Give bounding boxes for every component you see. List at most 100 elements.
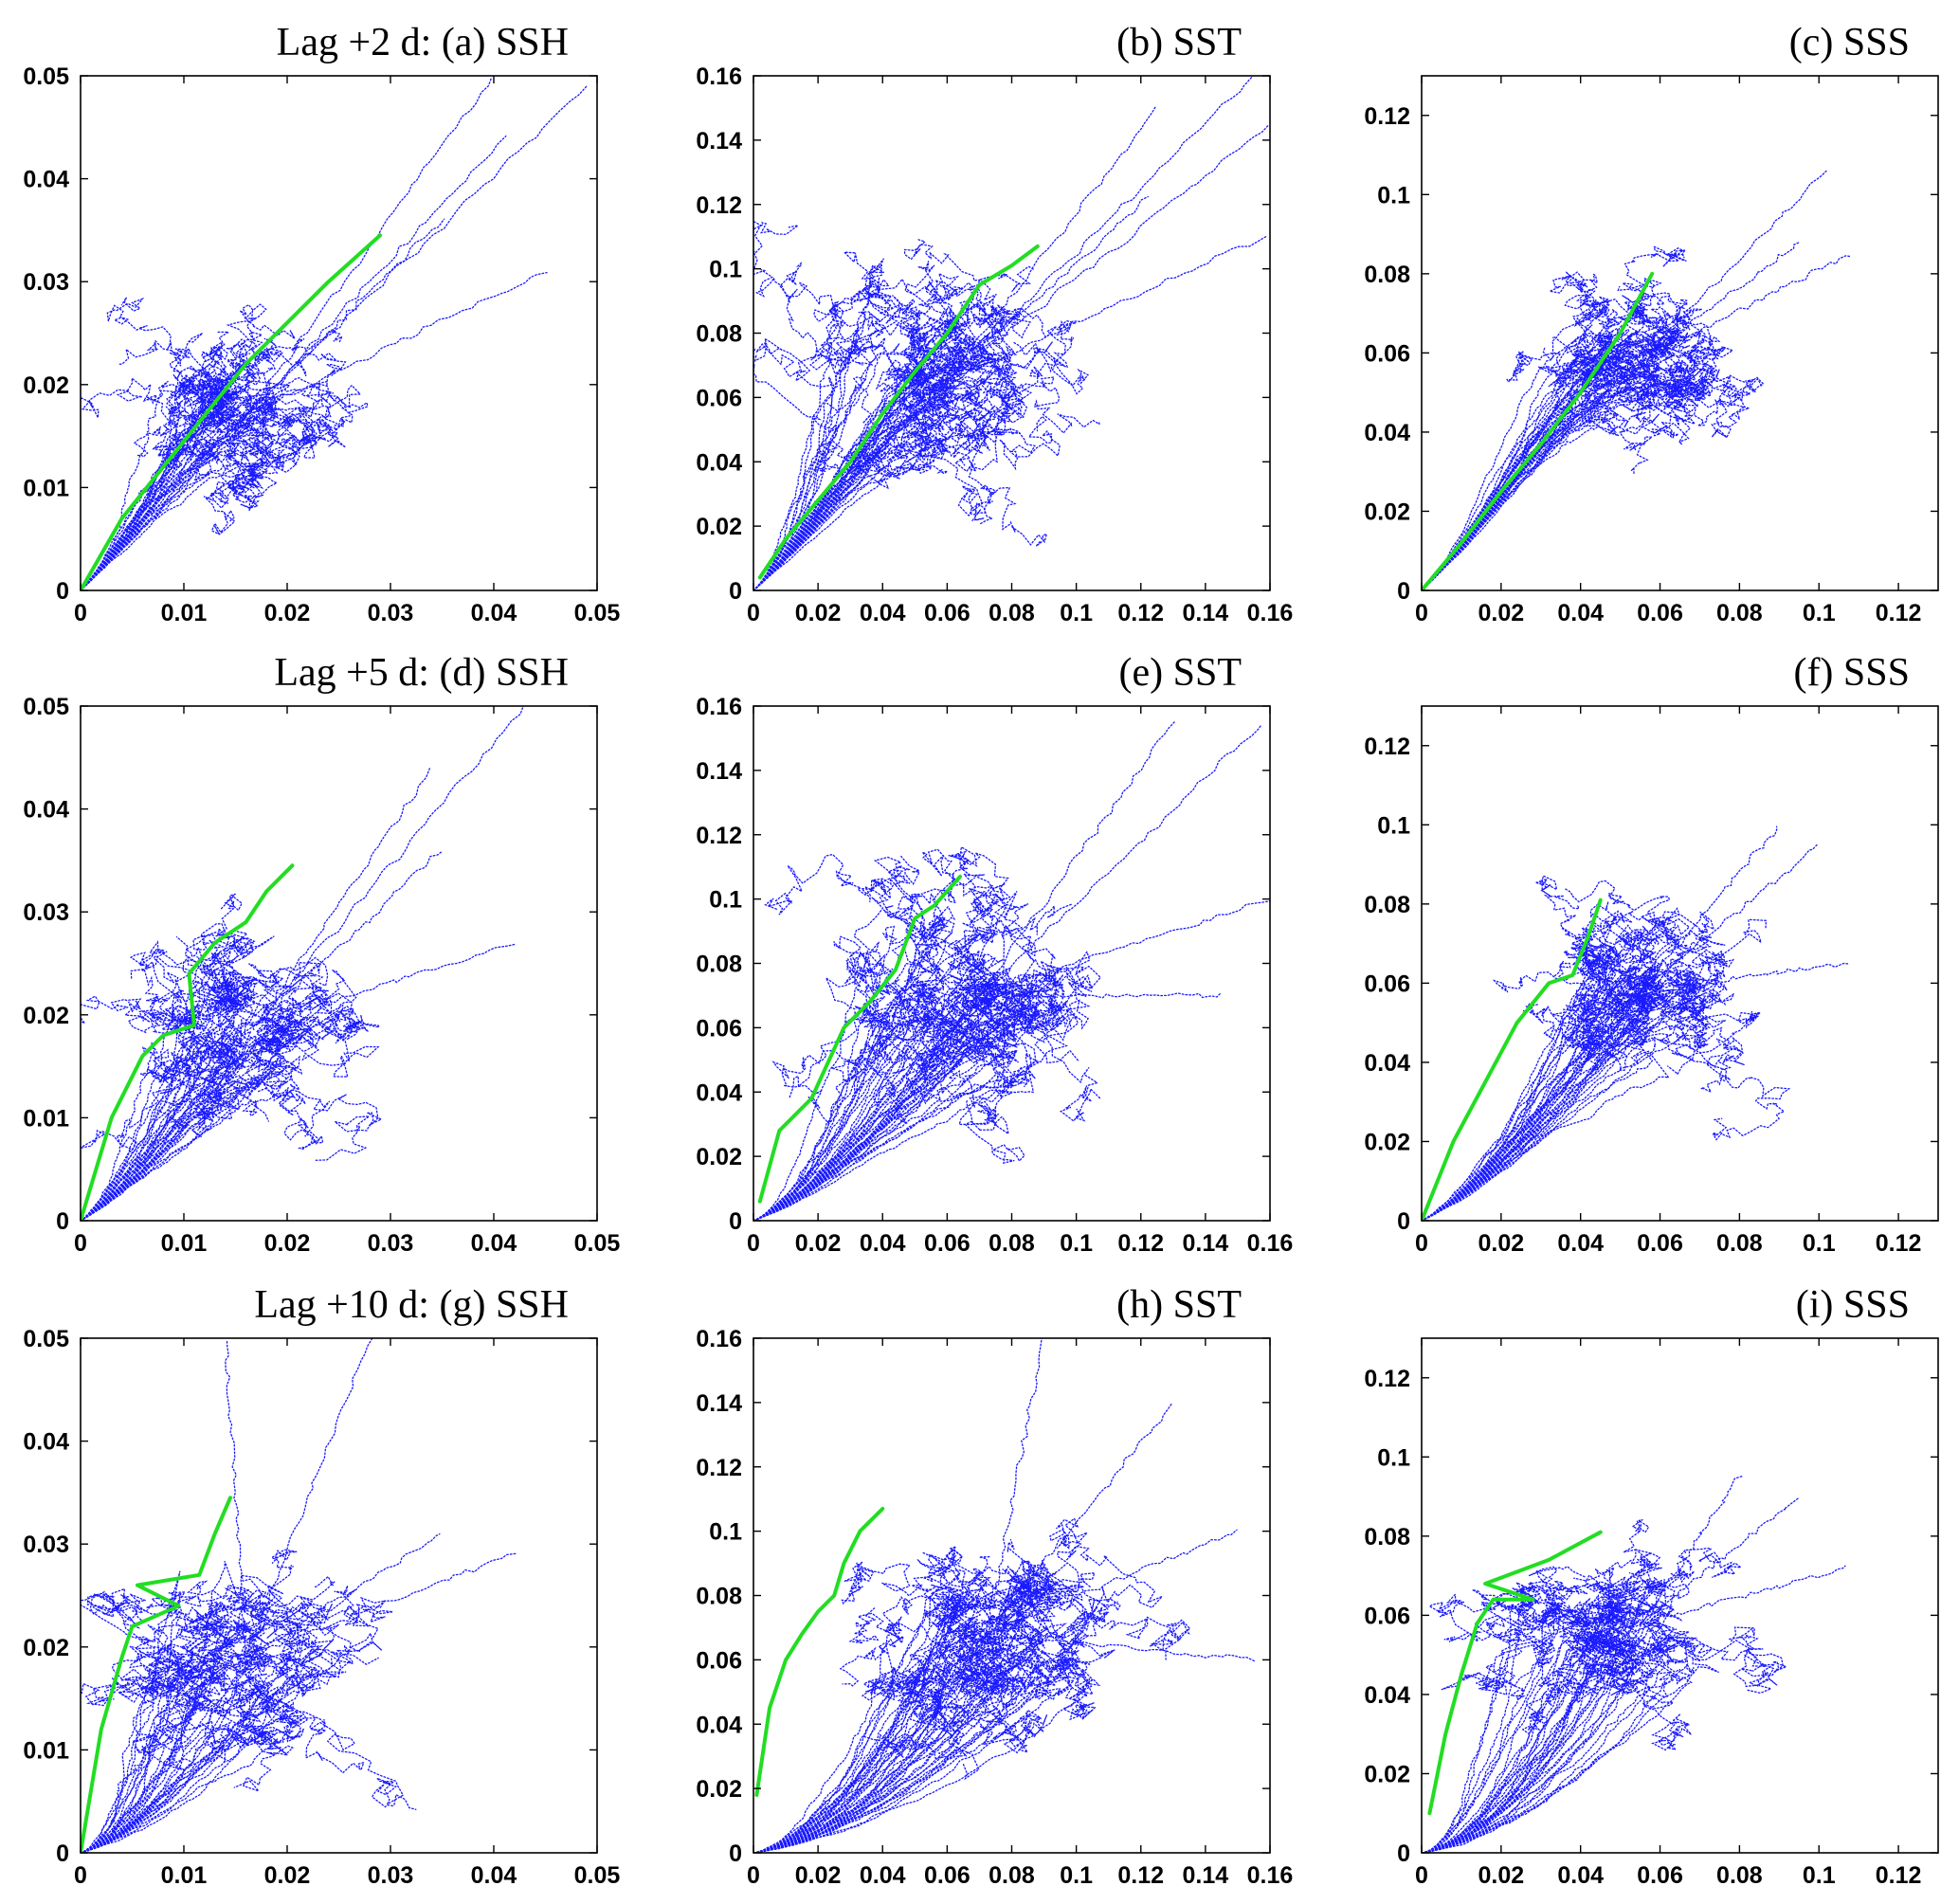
- axes-frame: [80, 75, 598, 591]
- trajectory-line: [1422, 961, 1732, 1221]
- mean-curve: [757, 244, 1040, 580]
- y-tick-label: 0: [56, 1841, 69, 1867]
- trajectory-line: [753, 1630, 1041, 1853]
- trajectory-line: [81, 404, 339, 590]
- panel-title: Lag +5 d: (d) SSH: [274, 651, 569, 695]
- plot-area: [753, 720, 1270, 1221]
- trajectory-line: [1422, 1011, 1763, 1221]
- x-tick-label: 0.08: [989, 600, 1035, 626]
- trajectory-line: [1422, 1003, 1671, 1221]
- mean-curve: [1422, 898, 1603, 1221]
- y-tick-label: 0.1: [1377, 1444, 1410, 1471]
- panel-title: (e) SST: [1119, 651, 1243, 695]
- y-tick-label: 0.1: [1377, 812, 1410, 839]
- y-tick-label: 0.04: [696, 1712, 742, 1738]
- x-tick-label: 0.04: [860, 1862, 906, 1889]
- y-tick-label: 0: [1397, 1841, 1410, 1867]
- x-tick-label: 0.12: [1876, 1230, 1922, 1257]
- panel-title: (h) SST: [1116, 1283, 1242, 1327]
- y-tick-label: 0.05: [23, 1326, 69, 1352]
- trajectory-line: [1422, 1036, 1791, 1221]
- x-tick-label: 0: [747, 600, 760, 626]
- x-tick-label: 0.14: [1183, 600, 1229, 626]
- trajectory-line: [753, 987, 990, 1221]
- trajectory-line: [753, 1632, 1026, 1853]
- trajectory-line: [753, 1659, 1101, 1853]
- trajectory-line: [81, 1030, 296, 1221]
- x-tick-label: 0.02: [795, 600, 842, 626]
- trajectory-excursion: [245, 271, 548, 417]
- trajectory-line: [81, 387, 354, 590]
- trajectory-line: [81, 1653, 223, 1853]
- mean-curve: [1422, 271, 1655, 590]
- trajectory-excursion: [255, 768, 430, 1026]
- x-tick-label: 0.02: [264, 1230, 311, 1257]
- trajectory-line: [1422, 382, 1697, 590]
- plot-area: [81, 1338, 517, 1853]
- y-tick-label: 0.02: [1364, 1129, 1410, 1155]
- x-tick-label: 0.08: [989, 1862, 1035, 1889]
- trajectory-line: [753, 1598, 1121, 1853]
- trajectory-line: [753, 982, 1035, 1221]
- trajectory-line: [1422, 943, 1616, 1221]
- x-tick-label: 0.16: [1247, 1862, 1294, 1889]
- trajectory-excursion: [1639, 843, 1819, 992]
- plot-area: [753, 76, 1270, 590]
- x-tick-label: 0.01: [161, 600, 208, 626]
- trajectory-line: [1422, 245, 1688, 590]
- x-tick-label: 0.04: [860, 1230, 906, 1257]
- x-tick-label: 0.01: [161, 1230, 208, 1257]
- trajectory-excursion: [1639, 962, 1849, 992]
- trajectory-line: [1422, 907, 1710, 1221]
- x-tick-label: 0.1: [1060, 600, 1093, 626]
- y-tick-label: 0.02: [696, 1144, 742, 1170]
- y-tick-label: 0.1: [709, 257, 742, 283]
- trajectory-line: [81, 423, 206, 590]
- x-tick-label: 0.1: [1803, 600, 1836, 626]
- y-tick-label: 0.02: [696, 514, 742, 540]
- trajectory-line: [753, 877, 939, 1221]
- y-tick-label: 0.02: [23, 372, 69, 399]
- panel-a: Lag +2 d: (a) SSH 0 0.01 0.02 0.03 0.04 0.05 0 0…: [23, 21, 620, 626]
- trajectory-line: [1422, 1013, 1624, 1221]
- trajectory-line: [753, 352, 1061, 590]
- y-tick-label: 0.06: [1364, 1603, 1410, 1629]
- trajectory-line: [1422, 976, 1736, 1221]
- trajectory-line: [753, 1027, 1007, 1221]
- y-tick-label: 0.04: [1364, 1050, 1410, 1077]
- panel-title: Lag +10 d: (g) SSH: [254, 1283, 569, 1327]
- trajectory-line: [81, 455, 270, 590]
- x-tick-label: 0.04: [471, 1230, 517, 1257]
- trajectory-line: [753, 306, 932, 590]
- trajectory-line: [81, 445, 298, 590]
- trajectory-line: [753, 1609, 1098, 1853]
- trajectory-line: [81, 363, 235, 590]
- y-tick-label: 0.01: [23, 1105, 69, 1132]
- trajectory-excursion: [1639, 255, 1853, 362]
- trajectory-line: [753, 238, 1004, 590]
- trajectory-line: [1422, 395, 1652, 590]
- trajectory-line: [1422, 1547, 1743, 1853]
- trajectory-line: [81, 956, 357, 1221]
- trajectory-line: [753, 320, 1018, 590]
- trajectory-line: [753, 963, 1043, 1221]
- trajectory-line: [81, 406, 255, 590]
- trajectory-line: [1422, 992, 1648, 1221]
- trajectory-excursion: [245, 1552, 517, 1659]
- trajectory-line: [1422, 308, 1722, 590]
- trajectory-line: [1422, 1630, 1788, 1853]
- trajectory-line: [753, 1571, 980, 1853]
- trajectory-excursion: [1639, 1565, 1846, 1625]
- y-tick-label: 0: [729, 1208, 742, 1235]
- trajectory-line: [81, 1675, 199, 1853]
- plot-area: [1422, 170, 1853, 590]
- panel-title: Lag +2 d: (a) SSH: [277, 21, 569, 64]
- y-tick-label: 0.02: [1364, 499, 1410, 525]
- trajectory-excursion: [985, 1402, 1173, 1635]
- x-tick-label: 0.03: [368, 600, 414, 626]
- trajectory-excursion: [985, 1633, 1257, 1663]
- trajectory-line: [753, 979, 939, 1221]
- y-tick-label: 0: [729, 1841, 742, 1867]
- x-tick-label: 0.02: [1478, 600, 1525, 626]
- x-tick-label: 0: [1415, 600, 1428, 626]
